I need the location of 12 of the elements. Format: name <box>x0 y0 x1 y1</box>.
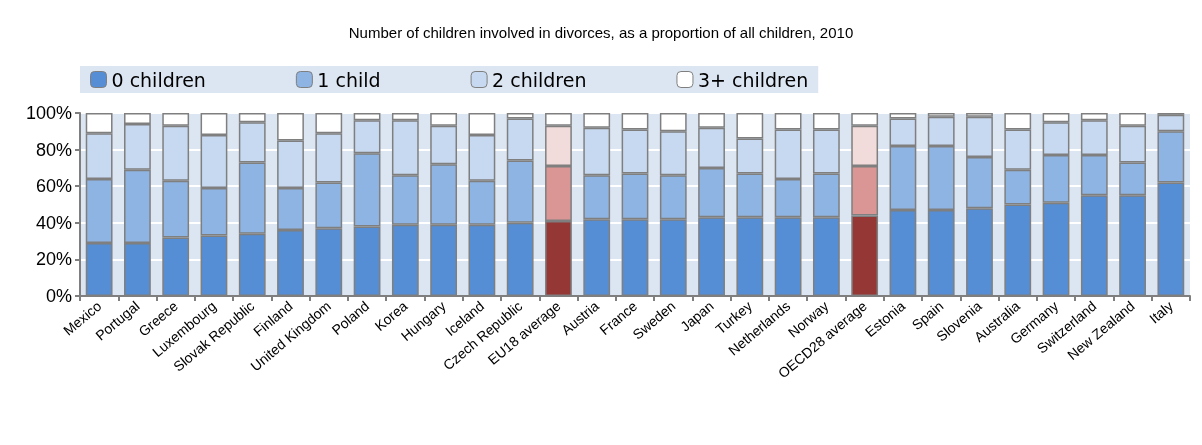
y-tick-label: 40% <box>35 212 72 233</box>
legend-label: 3+ children <box>697 68 809 91</box>
x-tick-label: Italy <box>1146 297 1177 327</box>
y-tick-label: 60% <box>35 176 72 197</box>
legend-label: 0 children <box>111 68 206 91</box>
legend-label: 2 children <box>492 68 587 91</box>
y-tick-label: 0% <box>45 286 72 306</box>
y-tick-label: 80% <box>35 139 72 160</box>
y-tick-label: 20% <box>35 249 72 270</box>
legend-label: 1 child <box>317 68 381 91</box>
y-tick-label: 100% <box>25 103 72 123</box>
chart-title: Number of children involved in divorces, as a proportion of all children, 2010 <box>348 24 854 41</box>
